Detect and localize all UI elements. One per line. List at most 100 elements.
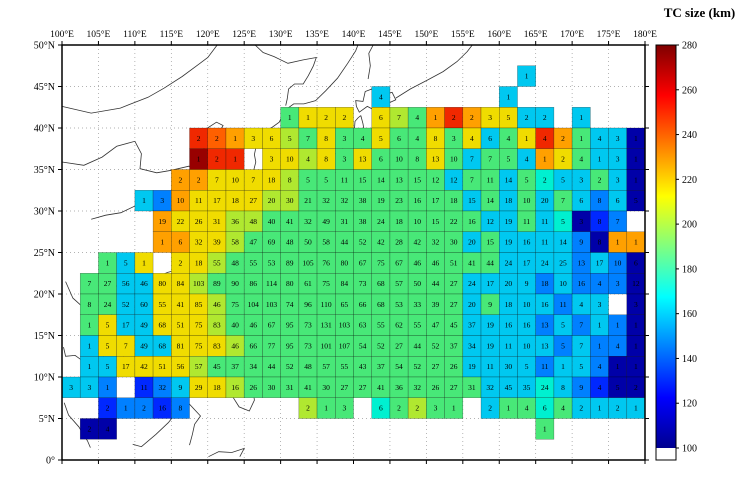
grid-cell-count: 4 [525, 155, 529, 164]
grid-cell-count: 89 [286, 258, 294, 267]
grid-cell-count: 4 [598, 134, 602, 143]
colorbar-tick-label: 160 [682, 309, 697, 320]
grid-cell-count: 2 [179, 258, 183, 267]
grid-cell-count: 47 [432, 321, 440, 330]
grid-cell-count: 10 [523, 341, 531, 350]
grid-cell-count: 7 [87, 279, 91, 288]
lon-tick-label: 140°E [342, 29, 366, 40]
lon-tick-label: 115°E [160, 29, 184, 40]
grid-cell-count: 2 [397, 404, 401, 413]
grid-cell-count: 3 [579, 175, 583, 184]
grid-cell-count: 5 [616, 383, 620, 392]
grid-cell-count: 7 [579, 341, 583, 350]
grid-cell-count: 84 [341, 279, 349, 288]
grid-cell-count: 10 [614, 258, 622, 267]
grid-cell-count: 23 [395, 196, 403, 205]
grid-cell-count: 4 [361, 134, 365, 143]
colorbar-tick-label: 180 [682, 264, 697, 275]
grid-cell-count: 46 [213, 300, 221, 309]
grid-cell-count: 4 [415, 113, 419, 122]
lat-tick-label: 0° [46, 456, 55, 467]
grid-cell-count: 6 [379, 155, 383, 164]
grid-cell-count: 66 [359, 300, 367, 309]
grid-cell-count: 24 [104, 300, 112, 309]
grid-cell-count: 75 [195, 321, 203, 330]
grid-cell-count: 46 [140, 279, 148, 288]
grid-cell-count: 44 [432, 279, 440, 288]
grid-cell-count: 32 [414, 383, 422, 392]
grid-cell-count: 4 [598, 383, 602, 392]
grid-cell-count: 5 [525, 175, 529, 184]
grid-cell-count: 8 [434, 134, 438, 143]
grid-cell-count: 105 [302, 258, 314, 267]
grid-cell-count: 84 [177, 279, 185, 288]
lat-tick-label: 25°N [34, 248, 55, 259]
grid-cell-count: 7 [488, 155, 492, 164]
grid-cell-count: 11 [541, 362, 548, 371]
grid-cell-count: 85 [195, 300, 203, 309]
grid-cell [335, 397, 354, 419]
grid-cell-count: 1 [233, 155, 237, 164]
grid-cell-count: 20 [541, 196, 549, 205]
grid-cell-count: 30 [322, 383, 330, 392]
grid-cell-count: 3 [343, 155, 347, 164]
grid-cell-count: 56 [177, 362, 185, 371]
grid-cell-count: 10 [286, 155, 294, 164]
grid-cell-count: 11 [505, 341, 512, 350]
grid-cell-count: 3 [87, 383, 91, 392]
grid-cell-count: 56 [122, 279, 130, 288]
grid-cell-count: 1 [634, 175, 638, 184]
grid-cell-count: 3 [343, 404, 347, 413]
grid-cell-count: 11 [487, 362, 494, 371]
grid-cell-count: 54 [359, 341, 367, 350]
colorbar-tick-label: 280 [682, 41, 697, 52]
grid-cell-count: 48 [250, 217, 258, 226]
grid-cell-count: 32 [322, 196, 330, 205]
grid-cell-count: 28 [395, 238, 403, 247]
grid-cell-count: 50 [304, 238, 312, 247]
colorbar-title: TC size (km) [663, 5, 736, 20]
grid-cell-count: 80 [341, 258, 349, 267]
grid-cell [535, 418, 555, 440]
grid-cell-count: 58 [322, 238, 330, 247]
grid-cell-count: 1 [634, 155, 638, 164]
grid-cell-count: 20 [505, 279, 513, 288]
grid-cell-count: 19 [505, 217, 513, 226]
grid-cell-count: 14 [377, 175, 385, 184]
grid-cell-count: 5 [306, 175, 310, 184]
grid-cell-count: 10 [414, 217, 422, 226]
grid-cell-count: 1 [87, 341, 91, 350]
grid-cell-count: 27 [450, 300, 458, 309]
grid-cell-count: 30 [268, 383, 276, 392]
grid-cell-count: 47 [250, 238, 258, 247]
grid-cell-count: 5 [561, 217, 565, 226]
grid-cell-count: 11 [541, 217, 548, 226]
grid-cell-count: 16 [468, 217, 476, 226]
grid-cell-count: 4 [598, 362, 602, 371]
grid-cell-count: 31 [213, 217, 221, 226]
grid-cell-count: 32 [195, 238, 203, 247]
grid-cell-count: 3 [452, 134, 456, 143]
lon-tick-label: 165°E [524, 29, 548, 40]
colorbar-gradient [656, 45, 676, 448]
grid-cell-count: 16 [577, 279, 585, 288]
grid-cell-count: 4 [106, 424, 110, 433]
axes [58, 41, 649, 464]
grid-cell-count: 18 [450, 196, 458, 205]
grid-cell-count: 2 [561, 155, 565, 164]
grid-cell-count: 3 [616, 279, 620, 288]
grid-cell-count: 2 [142, 404, 146, 413]
grid-cell-count: 6 [488, 134, 492, 143]
grid-cell-count: 9 [179, 383, 183, 392]
grid-cell-count: 10 [177, 196, 185, 205]
grid-cell-count: 83 [213, 341, 221, 350]
grid-cell-count: 5 [525, 362, 529, 371]
grid-cell-count: 7 [397, 113, 401, 122]
grid-cell-count: 48 [286, 238, 294, 247]
lat-tick-label: 10°N [34, 373, 55, 384]
grid-cell-count: 41 [468, 258, 476, 267]
grid-cell-count: 3 [616, 155, 620, 164]
grid-cell-count: 1 [106, 258, 110, 267]
grid-cell-count: 1 [324, 404, 328, 413]
lat-tick-label: 15°N [34, 331, 55, 342]
